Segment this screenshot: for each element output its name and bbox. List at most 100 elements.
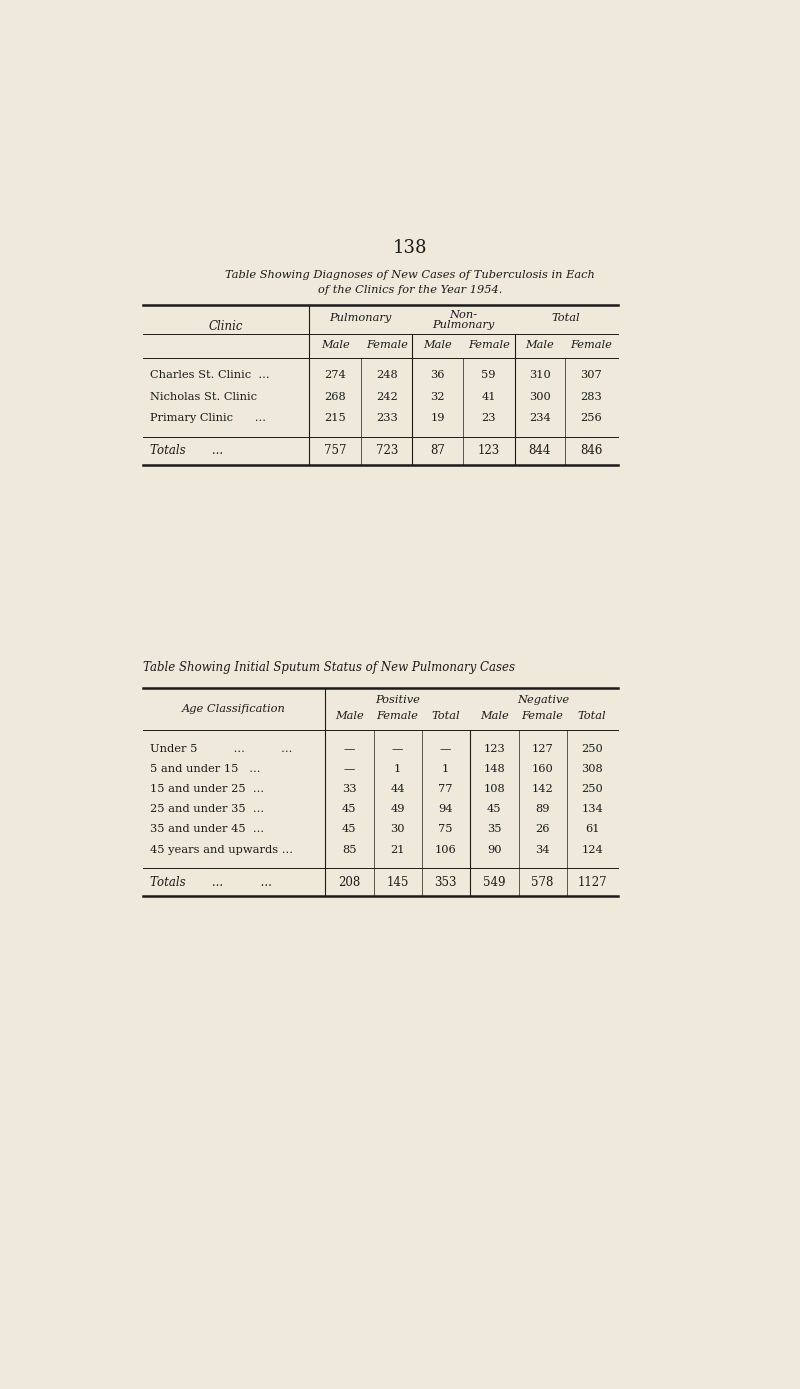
Text: 160: 160: [532, 764, 554, 774]
Text: 723: 723: [375, 444, 398, 457]
Text: Female: Female: [570, 340, 612, 350]
Text: 32: 32: [430, 392, 445, 401]
Text: 256: 256: [581, 414, 602, 424]
Text: 134: 134: [582, 804, 603, 814]
Text: Female: Female: [522, 711, 563, 721]
Text: 106: 106: [434, 845, 457, 854]
Text: 45: 45: [487, 804, 502, 814]
Text: 19: 19: [430, 414, 445, 424]
Text: 208: 208: [338, 875, 360, 889]
Text: Table Showing Initial Sputum Status of New Pulmonary Cases: Table Showing Initial Sputum Status of N…: [142, 661, 514, 675]
Text: 1: 1: [394, 764, 402, 774]
Text: 250: 250: [582, 743, 603, 754]
Text: 49: 49: [390, 804, 405, 814]
Text: Totals       ...          ...: Totals ... ...: [150, 875, 272, 889]
Text: 21: 21: [390, 845, 405, 854]
Text: 25 and under 35  ...: 25 and under 35 ...: [150, 804, 265, 814]
Text: Total: Total: [578, 711, 606, 721]
Text: 549: 549: [483, 875, 506, 889]
Text: 234: 234: [529, 414, 550, 424]
Text: Male: Male: [423, 340, 452, 350]
Text: 35: 35: [487, 824, 502, 833]
Text: Male: Male: [334, 711, 363, 721]
Text: 35 and under 45  ...: 35 and under 45 ...: [150, 824, 265, 833]
Text: of the Clinics for the Year 1954.: of the Clinics for the Year 1954.: [318, 285, 502, 296]
Text: 61: 61: [585, 824, 599, 833]
Text: Male: Male: [480, 711, 509, 721]
Text: Male: Male: [321, 340, 350, 350]
Text: Female: Female: [468, 340, 510, 350]
Text: 45: 45: [342, 804, 357, 814]
Text: 307: 307: [581, 371, 602, 381]
Text: 142: 142: [532, 783, 554, 795]
Text: 33: 33: [342, 783, 357, 795]
Text: 844: 844: [529, 444, 551, 457]
Text: 274: 274: [324, 371, 346, 381]
Text: Charles St. Clinic  ...: Charles St. Clinic ...: [150, 371, 270, 381]
Text: 846: 846: [580, 444, 602, 457]
Text: 77: 77: [438, 783, 453, 795]
Text: 108: 108: [483, 783, 505, 795]
Text: 90: 90: [487, 845, 502, 854]
Text: 87: 87: [430, 444, 445, 457]
Text: Non-: Non-: [450, 310, 478, 319]
Text: Male: Male: [526, 340, 554, 350]
Text: Nicholas St. Clinic: Nicholas St. Clinic: [150, 392, 258, 401]
Text: 757: 757: [324, 444, 346, 457]
Text: 148: 148: [483, 764, 505, 774]
Text: 85: 85: [342, 845, 357, 854]
Text: 138: 138: [393, 239, 427, 257]
Text: —: —: [343, 743, 355, 754]
Text: Age Classification: Age Classification: [182, 704, 286, 714]
Text: 250: 250: [582, 783, 603, 795]
Text: 1: 1: [442, 764, 450, 774]
Text: 5 and under 15   ...: 5 and under 15 ...: [150, 764, 261, 774]
Text: 248: 248: [376, 371, 398, 381]
Text: 233: 233: [376, 414, 398, 424]
Text: 124: 124: [582, 845, 603, 854]
Text: Total: Total: [552, 313, 581, 322]
Text: Female: Female: [377, 711, 418, 721]
Text: 41: 41: [482, 392, 496, 401]
Text: Primary Clinic      ...: Primary Clinic ...: [150, 414, 266, 424]
Text: 123: 123: [483, 743, 505, 754]
Text: 300: 300: [529, 392, 550, 401]
Text: 26: 26: [535, 824, 550, 833]
Text: 36: 36: [430, 371, 445, 381]
Text: 75: 75: [438, 824, 453, 833]
Text: Under 5          ...          ...: Under 5 ... ...: [150, 743, 293, 754]
Text: 127: 127: [532, 743, 554, 754]
Text: 310: 310: [529, 371, 550, 381]
Text: 45: 45: [342, 824, 357, 833]
Text: 308: 308: [582, 764, 603, 774]
Text: 23: 23: [482, 414, 496, 424]
Text: 45 years and upwards ...: 45 years and upwards ...: [150, 845, 294, 854]
Text: 578: 578: [531, 875, 554, 889]
Text: Pulmonary: Pulmonary: [330, 313, 392, 322]
Text: Female: Female: [366, 340, 408, 350]
Text: —: —: [392, 743, 403, 754]
Text: Total: Total: [431, 711, 460, 721]
Text: 15 and under 25  ...: 15 and under 25 ...: [150, 783, 265, 795]
Text: Negative: Negative: [518, 696, 570, 706]
Text: 242: 242: [376, 392, 398, 401]
Text: 1127: 1127: [578, 875, 607, 889]
Text: 145: 145: [386, 875, 409, 889]
Text: 44: 44: [390, 783, 405, 795]
Text: 30: 30: [390, 824, 405, 833]
Text: Positive: Positive: [374, 696, 420, 706]
Text: 123: 123: [478, 444, 500, 457]
Text: 34: 34: [535, 845, 550, 854]
Text: 94: 94: [438, 804, 453, 814]
Text: Pulmonary: Pulmonary: [432, 321, 494, 331]
Text: —: —: [343, 764, 355, 774]
Text: Totals       ...: Totals ...: [150, 444, 223, 457]
Text: 59: 59: [482, 371, 496, 381]
Text: Clinic: Clinic: [209, 321, 243, 333]
Text: 215: 215: [324, 414, 346, 424]
Text: 353: 353: [434, 875, 457, 889]
Text: —: —: [440, 743, 451, 754]
Text: 283: 283: [581, 392, 602, 401]
Text: 89: 89: [535, 804, 550, 814]
Text: 268: 268: [324, 392, 346, 401]
